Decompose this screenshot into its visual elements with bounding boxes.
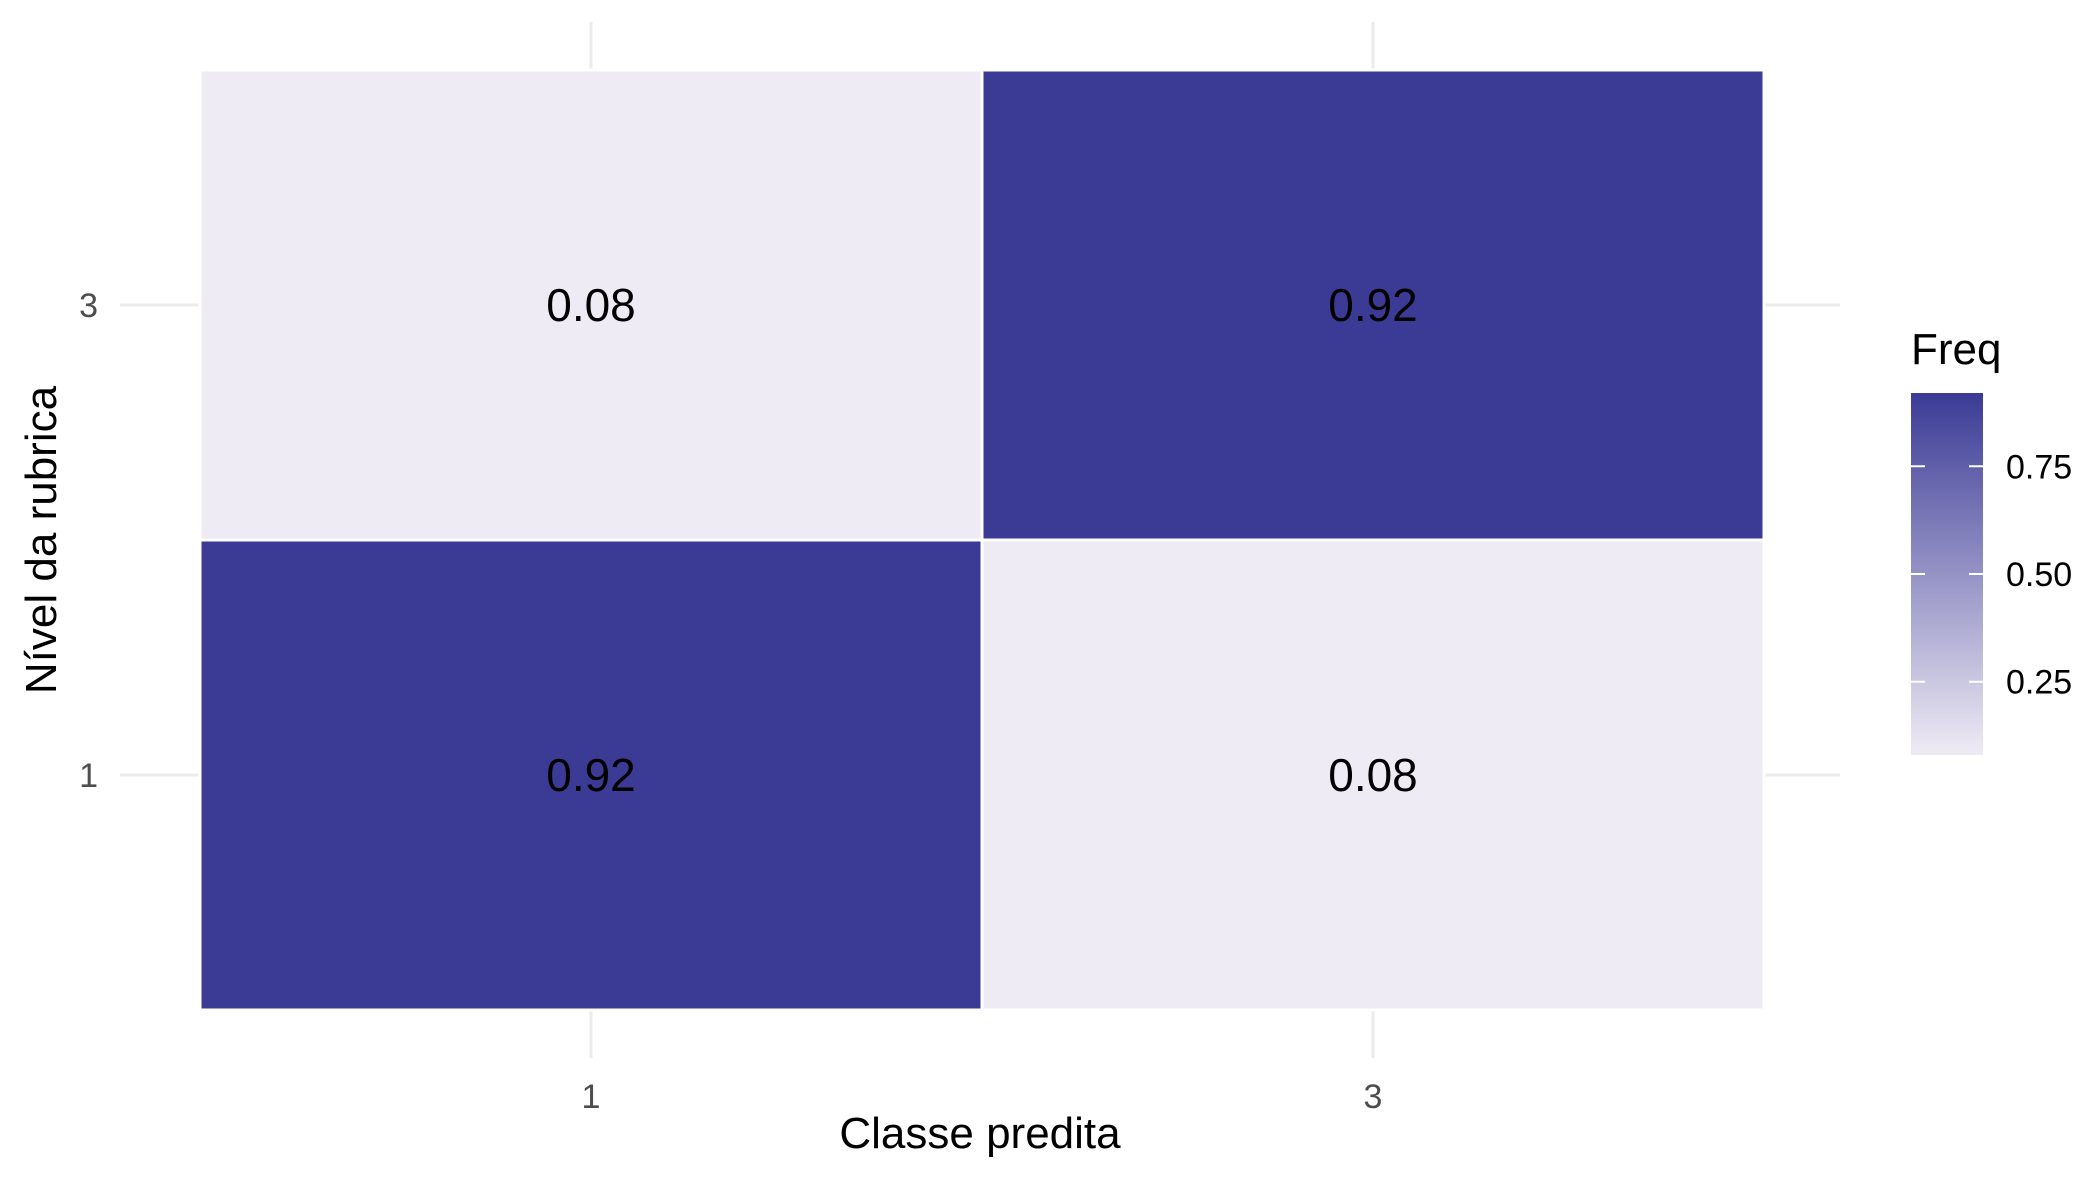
heatmap-cells [198,68,1766,1012]
x-axis-title: Classe predita [839,1109,1121,1158]
cell-value-label: 0.92 [1328,279,1418,331]
cell-value-label: 0.08 [546,279,636,331]
y-tick-label: 1 [79,757,98,795]
cell-value-label: 0.92 [546,749,636,801]
heatmap-cell [198,68,984,542]
legend-tick-label: 0.50 [2006,556,2072,594]
y-axis-title: Nível da rubrica [17,385,66,694]
legend-ticks: 0.25 0.50 0.75 [1911,448,2072,702]
heatmap-cell [198,538,984,1012]
y-tick-label: 3 [79,287,98,325]
legend-tick-label: 0.25 [2006,664,2072,702]
legend-tick-label: 0.75 [2006,448,2072,486]
x-tick-label: 3 [1364,1078,1383,1116]
legend-title: Freq [1911,325,2001,374]
cell-labels: 0.08 0.92 0.92 0.08 [546,279,1418,801]
x-tick-label: 1 [582,1078,601,1116]
cell-value-label: 0.08 [1328,749,1418,801]
y-tick-labels: 13 [79,287,98,795]
legend: Freq 0.25 0.50 0.75 [1911,325,2072,755]
heatmap-cell [980,538,1766,1012]
